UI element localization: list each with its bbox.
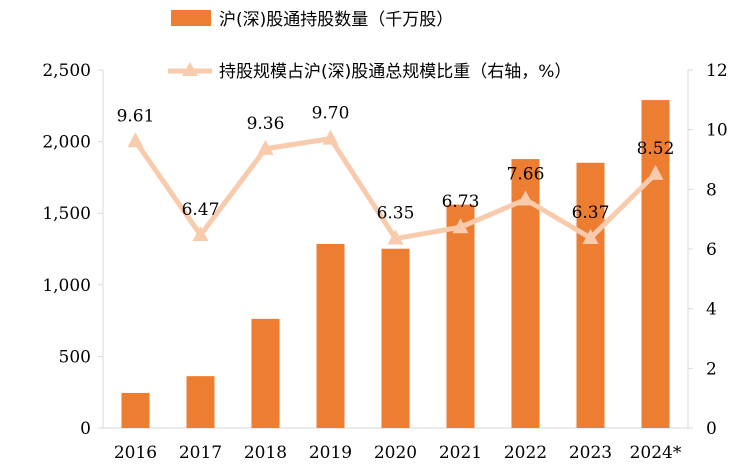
bar bbox=[446, 204, 475, 428]
legend-bar-label: 沪(深)股通持股数量（千万股） bbox=[219, 10, 453, 30]
x-tick-label: 2023 bbox=[569, 443, 612, 463]
x-tick-label: 2022 bbox=[504, 443, 547, 463]
x-tick-label: 2018 bbox=[244, 443, 287, 463]
line-marker bbox=[647, 164, 664, 180]
data-label: 7.66 bbox=[507, 164, 545, 184]
left-tick-label: 1,000 bbox=[42, 276, 91, 296]
legend-bar-swatch bbox=[171, 10, 211, 26]
line-marker bbox=[582, 228, 599, 244]
right-tick-label: 6 bbox=[706, 240, 717, 260]
right-tick-label: 12 bbox=[706, 61, 728, 81]
x-tick-label: 2017 bbox=[179, 443, 222, 463]
data-label: 9.36 bbox=[247, 114, 285, 134]
right-tick-label: 8 bbox=[706, 180, 717, 200]
left-tick-label: 1,500 bbox=[42, 204, 91, 224]
data-label: 6.47 bbox=[182, 200, 220, 220]
line-marker bbox=[322, 129, 339, 145]
legend-line-marker bbox=[182, 62, 198, 76]
data-label: 6.35 bbox=[377, 204, 415, 224]
data-label: 6.37 bbox=[572, 203, 610, 223]
right-tick-label: 0 bbox=[706, 419, 717, 439]
bar bbox=[576, 162, 605, 429]
x-tick-label: 2024* bbox=[630, 443, 682, 463]
line-marker bbox=[127, 132, 144, 148]
right-tick-label: 4 bbox=[706, 300, 717, 320]
right-tick-label: 2 bbox=[706, 359, 717, 379]
data-label: 6.73 bbox=[442, 192, 480, 212]
bar bbox=[186, 376, 215, 428]
bar-series bbox=[121, 100, 670, 429]
line-marker bbox=[517, 190, 534, 206]
line-marker bbox=[452, 218, 469, 234]
data-label: 9.70 bbox=[312, 104, 350, 124]
right-tick-label: 10 bbox=[706, 121, 728, 141]
left-tick-label: 2,000 bbox=[42, 133, 91, 153]
legend-line-label: 持股规模占沪(深)股通总规模比重（右轴，%） bbox=[219, 62, 571, 82]
x-tick-label: 2016 bbox=[114, 443, 157, 463]
bar bbox=[251, 318, 280, 428]
bar bbox=[381, 248, 410, 428]
left-tick-label: 2,500 bbox=[42, 61, 91, 81]
x-tick-label: 2020 bbox=[374, 443, 417, 463]
data-label: 9.61 bbox=[117, 106, 155, 126]
data-label: 8.52 bbox=[637, 139, 675, 159]
line-marker bbox=[387, 229, 404, 245]
x-tick-label: 2019 bbox=[309, 443, 352, 463]
axes: 0 500 1,000 1,500 2,000 2,500 0 2 4 6 8 10 12 2016 201… bbox=[42, 61, 727, 463]
left-tick-label: 500 bbox=[59, 347, 91, 367]
legend: 沪(深)股通持股数量（千万股） 持股规模占沪(深)股通总规模比重（右轴，%） bbox=[168, 10, 571, 82]
line-marker bbox=[257, 139, 274, 155]
bar bbox=[121, 392, 150, 428]
bar bbox=[641, 100, 670, 429]
line-series bbox=[127, 129, 664, 245]
data-labels: 9.61 6.47 9.36 9.70 6.35 6.73 7.66 6.37 8.52 bbox=[117, 104, 675, 224]
line-marker bbox=[192, 225, 209, 241]
bar bbox=[316, 243, 345, 428]
left-tick-label: 0 bbox=[80, 419, 91, 439]
x-tick-label: 2021 bbox=[439, 443, 482, 463]
